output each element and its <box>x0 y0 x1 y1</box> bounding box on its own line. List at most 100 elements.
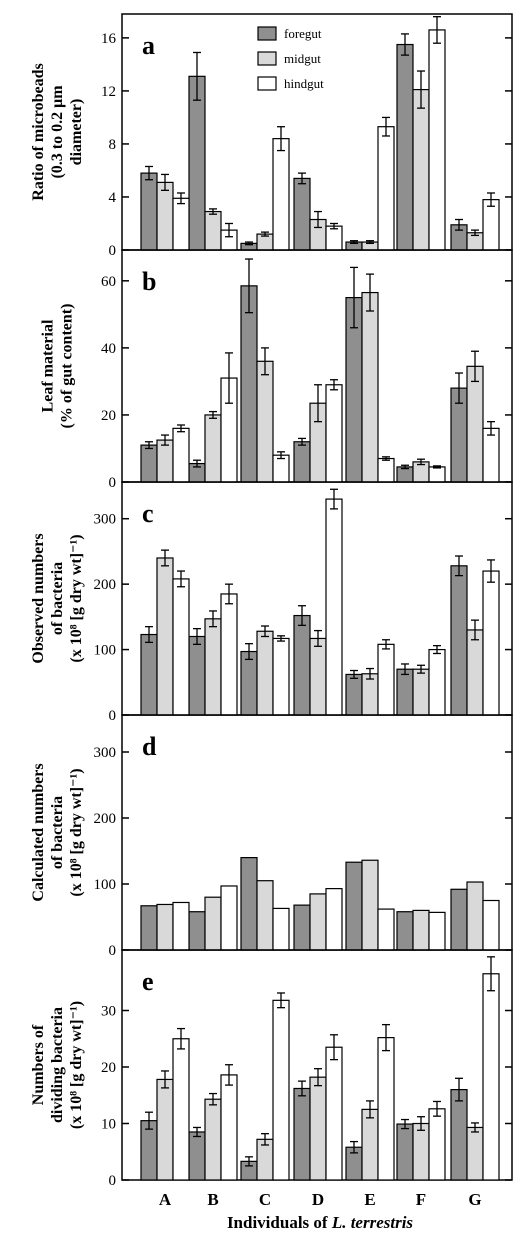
bar-hindgut <box>377 643 395 716</box>
panel-a: a 0 4 8 12 16 Ratio of microbeads (0.3 to 0.2 μ… <box>30 13 513 259</box>
y-axis-label-line: diameter) <box>68 99 85 166</box>
bar-midgut <box>156 1078 174 1181</box>
legend-label-midgut: midgut <box>284 51 321 66</box>
bar-midgut <box>156 903 174 951</box>
bar-midgut <box>466 1126 484 1181</box>
panel-e: e 0 10 20 30 Numbers of dividing bacteria (x 10… <box>30 949 513 1189</box>
y-axis-label-line: Observed numbers <box>30 533 47 663</box>
panel-b: b 0 20 40 60 Leaf material (% of gut content) <box>40 249 513 491</box>
bar-foregut <box>188 75 206 251</box>
y-tick-label: 300 <box>94 512 117 528</box>
y-tick-label: 0 <box>109 1173 117 1189</box>
bar-midgut <box>256 630 274 716</box>
x-tick-label: C <box>259 1190 271 1209</box>
bar-midgut <box>361 291 379 483</box>
y-tick-label: 200 <box>94 577 117 593</box>
bar-hindgut <box>482 899 500 951</box>
bar-hindgut <box>325 225 343 251</box>
bar-foregut <box>396 668 414 716</box>
y-axis-label-line: Numbers of <box>30 1024 47 1105</box>
x-tick-label: A <box>159 1190 172 1209</box>
bar-hindgut <box>272 999 290 1181</box>
y-tick-label: 200 <box>94 811 117 827</box>
bar-hindgut <box>377 908 395 951</box>
bar-hindgut <box>325 384 343 483</box>
bar-midgut <box>361 1108 379 1181</box>
y-tick-label: 0 <box>109 943 117 959</box>
y-tick-label: 4 <box>109 190 117 206</box>
bar-foregut <box>345 673 363 716</box>
bar-midgut <box>309 1076 327 1181</box>
bar-hindgut <box>428 911 446 951</box>
y-axis-label-line: (0.3 to 0.2 μm <box>49 85 66 179</box>
bar-midgut <box>204 414 222 483</box>
bar-midgut <box>256 360 274 483</box>
y-axis-label-line: (x 10⁸ [g dry wt]⁻¹) <box>68 768 85 896</box>
panel-d: d 0 100 200 300 Calculated numbers of bacteria… <box>30 714 513 959</box>
bar-foregut <box>293 441 311 483</box>
bar-hindgut <box>172 197 190 251</box>
y-axis-label-line: (% of gut content) <box>59 304 76 429</box>
bar-foregut <box>450 1088 468 1181</box>
bar-midgut <box>156 557 174 716</box>
bar-hindgut <box>482 570 500 716</box>
bar-hindgut <box>220 1074 238 1181</box>
bar-midgut <box>361 673 379 716</box>
y-tick-label: 100 <box>94 643 117 659</box>
y-tick-label: 60 <box>101 274 116 290</box>
bar-midgut <box>412 909 430 951</box>
bar-hindgut <box>428 466 446 483</box>
bar-foregut <box>293 177 311 251</box>
bar-foregut <box>240 856 258 951</box>
legend-swatch-foregut <box>257 26 277 41</box>
bar-midgut <box>412 1122 430 1181</box>
y-axis-label-line: Ratio of microbeads <box>30 63 47 200</box>
bar-midgut <box>412 668 430 716</box>
bar-hindgut <box>220 885 238 951</box>
bar-midgut <box>309 637 327 716</box>
y-tick-label: 0 <box>109 475 117 491</box>
y-tick-label: 20 <box>101 1060 116 1076</box>
panel-letter: b <box>142 267 156 296</box>
bar-foregut <box>450 565 468 716</box>
bar-hindgut <box>377 1037 395 1181</box>
legend: foregut midgut hindgut <box>257 26 324 91</box>
bar-hindgut <box>377 457 395 483</box>
bar-hindgut <box>325 498 343 716</box>
bar-foregut <box>240 650 258 716</box>
y-tick-label: 300 <box>94 745 117 761</box>
bar-foregut <box>293 614 311 716</box>
y-tick-label: 30 <box>101 1004 116 1020</box>
y-tick-label: 40 <box>101 341 116 357</box>
y-tick-label: 100 <box>94 877 117 893</box>
panels: a 0 4 8 12 16 Ratio of microbeads (0.3 to 0.2 μ… <box>30 13 513 1189</box>
bar-foregut <box>450 888 468 951</box>
bar-midgut <box>204 210 222 251</box>
bar-hindgut <box>172 578 190 716</box>
bar-midgut <box>412 88 430 251</box>
bar-hindgut <box>482 427 500 483</box>
y-axis-label-line: Calculated numbers <box>30 763 47 901</box>
bar-hindgut <box>325 1046 343 1181</box>
bar-midgut <box>466 629 484 716</box>
bar-hindgut <box>172 1038 190 1181</box>
y-axis-label-line: Leaf material <box>40 319 57 412</box>
bar-foregut <box>293 904 311 951</box>
x-tick-label: F <box>416 1190 426 1209</box>
legend-label-hindgut: hindgut <box>284 76 324 91</box>
bar-hindgut <box>172 901 190 951</box>
bar-hindgut <box>428 29 446 251</box>
bar-foregut <box>396 911 414 951</box>
bar-hindgut <box>272 138 290 251</box>
legend-swatch-hindgut <box>257 76 277 91</box>
bar-foregut <box>396 43 414 251</box>
panel-letter: d <box>142 732 157 761</box>
bar-hindgut <box>325 888 343 951</box>
y-tick-label: 20 <box>101 408 116 424</box>
bar-foregut <box>188 1131 206 1181</box>
y-tick-label: 12 <box>101 84 116 100</box>
y-tick-label: 0 <box>109 708 117 724</box>
bar-foregut <box>140 172 158 251</box>
bar-foregut <box>188 911 206 951</box>
